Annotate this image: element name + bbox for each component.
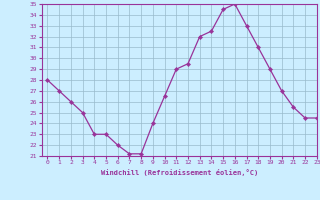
X-axis label: Windchill (Refroidissement éolien,°C): Windchill (Refroidissement éolien,°C) [100,169,258,176]
